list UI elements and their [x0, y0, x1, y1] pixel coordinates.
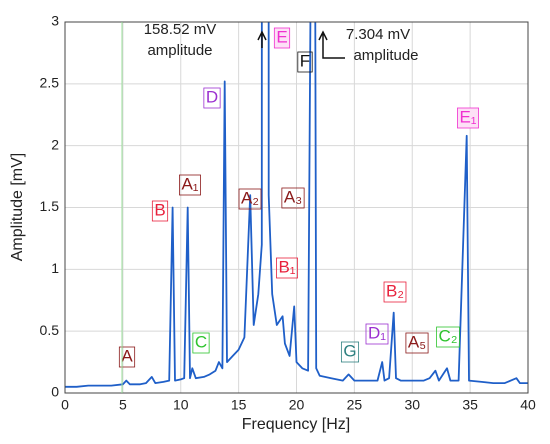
annotation: 7.304 mV: [346, 26, 410, 43]
peak-label: A₅: [408, 332, 426, 351]
peak-label: A: [121, 346, 133, 365]
peak-label: B₂: [386, 281, 404, 300]
y-tick-label: 0.5: [40, 322, 60, 338]
annotations: 0 5 10 15 20 25 30 35 40 0 0.5 1 1.5 2 2.5 3 A B A₁ C D A₂ E A₃…: [40, 13, 536, 413]
peak-label-box: [238, 188, 262, 210]
annotation: amplitude: [353, 47, 418, 64]
y-tick-label: 2: [51, 136, 59, 152]
x-axis-label: Frequency [Hz]: [242, 416, 350, 433]
peak-label: D: [206, 87, 218, 106]
peak-label-box: [273, 27, 291, 49]
annotation: amplitude: [147, 42, 212, 59]
x-tick-label: 20: [289, 397, 305, 413]
y-axis-label: Amplitude [mV]: [9, 153, 26, 261]
peak-label: F: [300, 51, 310, 70]
y-tick-label: 0: [51, 384, 59, 400]
peak-label-box: [151, 200, 169, 222]
x-tick-label: 15: [231, 397, 247, 413]
peak-label-box: [276, 257, 298, 279]
plot: [65, 22, 528, 388]
x-tick-label: 0: [61, 397, 69, 413]
peak-label: D₁: [368, 323, 386, 342]
peak-label: E₁: [459, 107, 476, 126]
peak-label-box: [365, 323, 389, 345]
spectrum-line: [65, 22, 528, 388]
peak-label: B: [154, 200, 165, 219]
peak-label-box: [203, 87, 221, 109]
peak-label: A₃: [284, 187, 302, 206]
x-tick-label: 30: [404, 397, 420, 413]
peak-label: C₂: [439, 326, 458, 345]
y-tick-label: 2.5: [40, 75, 60, 91]
x-tick-label: 40: [520, 397, 536, 413]
peak-label-box: [383, 281, 407, 303]
peak-label-box: [118, 346, 136, 368]
peak-label-box: [281, 187, 305, 209]
peak-label: C: [195, 332, 207, 351]
grid: [64, 21, 529, 394]
peak-label-box: [179, 174, 201, 196]
peak-label-box: [457, 107, 479, 129]
peak-label: B₁: [278, 257, 295, 276]
peak-label-box: [405, 332, 429, 354]
peak-label: A₁: [181, 174, 198, 193]
y-tick-label: 3: [51, 13, 59, 29]
arrow: [257, 30, 267, 48]
peak-label-box: [340, 341, 360, 363]
arrow: [318, 30, 345, 59]
peak-label-box: [297, 51, 313, 73]
peak-label: G: [343, 341, 356, 360]
y-tick-label: 1.5: [40, 198, 60, 214]
peak-label: A₂: [241, 188, 259, 207]
y-tick-label: 1: [51, 260, 59, 276]
peak-label-box: [192, 332, 210, 354]
peak-label-box: [436, 326, 460, 348]
x-tick-label: 5: [119, 397, 127, 413]
plot-frame: [64, 21, 529, 394]
peak-label: E: [276, 27, 287, 46]
x-tick-label: 35: [462, 397, 478, 413]
annotation: 158.52 mV: [144, 21, 217, 38]
x-tick-label: 10: [173, 397, 189, 413]
x-tick-label: 25: [347, 397, 363, 413]
